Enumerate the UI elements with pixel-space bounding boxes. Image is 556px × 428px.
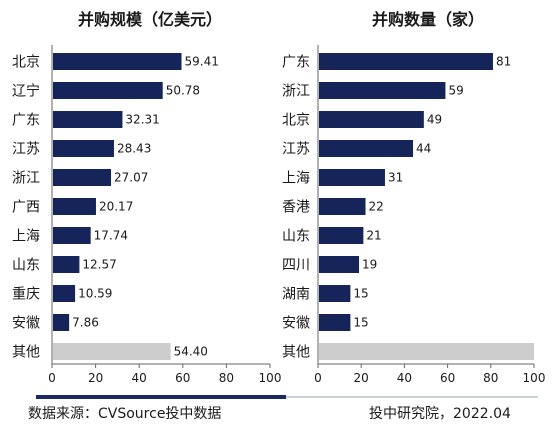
left-x-tick-label: 80 (219, 371, 234, 385)
left-value-label: 12.57 (82, 258, 116, 272)
right-bar (319, 198, 366, 215)
left-category-label: 广东 (12, 113, 40, 129)
right-value-label: 44 (416, 142, 431, 156)
right-value-label: 49 (427, 113, 442, 127)
right-bar (319, 285, 351, 302)
right-value-label: 59 (448, 84, 463, 98)
left-bar (53, 256, 80, 273)
left-value-label: 17.74 (94, 229, 128, 243)
left-value-label: 10.59 (78, 287, 112, 301)
left-category-label: 上海 (12, 229, 40, 245)
left-value-label: 20.17 (99, 200, 133, 214)
left-x-tick-label: 100 (259, 371, 282, 385)
right-bar (319, 53, 493, 70)
left-category-label: 北京 (12, 55, 40, 71)
right-chart-title: 并购数量（家） (371, 10, 484, 29)
right-value-label: 15 (353, 287, 368, 301)
right-x-tick-label: 0 (314, 371, 322, 385)
left-bar (53, 169, 112, 186)
source-note: 数据来源：CVSource投中数据 (28, 406, 222, 422)
left-bar (53, 111, 123, 128)
right-category-label: 香港 (282, 200, 310, 216)
right-bar (319, 140, 414, 157)
credit-note: 投中研究院，2022.04 (369, 406, 511, 422)
right-bar (319, 169, 385, 186)
left-bar (53, 227, 91, 244)
right-bar (319, 343, 534, 360)
right-x-tick-label: 100 (523, 371, 546, 385)
left-bar (53, 82, 163, 99)
right-category-label: 安徽 (282, 316, 310, 332)
right-category-label: 湖南 (282, 287, 310, 303)
right-bar (319, 227, 364, 244)
right-category-label: 上海 (282, 171, 310, 187)
right-x-tick-label: 60 (440, 371, 455, 385)
left-category-label: 其他 (12, 345, 40, 361)
right-x-tick-label: 80 (483, 371, 498, 385)
left-value-label: 28.43 (117, 142, 151, 156)
left-category-label: 浙江 (12, 171, 40, 187)
right-value-label: 15 (353, 316, 368, 330)
left-value-label: 50.78 (166, 84, 200, 98)
left-bar (53, 285, 76, 302)
left-value-label: 54.40 (174, 345, 208, 359)
left-bar (53, 314, 70, 331)
right-value-label: 22 (369, 200, 384, 214)
right-value-label: 31 (388, 171, 403, 185)
left-chart-title: 并购规模（亿美元） (77, 10, 222, 29)
left-value-label: 27.07 (114, 171, 148, 185)
right-bar (319, 82, 446, 99)
left-x-tick-label: 60 (175, 371, 190, 385)
left-x-tick-label: 20 (88, 371, 103, 385)
left-value-label: 7.86 (72, 316, 99, 330)
left-category-label: 安徽 (12, 316, 40, 332)
left-x-tick-label: 40 (132, 371, 147, 385)
left-category-label: 重庆 (12, 287, 40, 303)
left-x-tick-label: 0 (48, 371, 56, 385)
left-category-label: 广西 (12, 200, 40, 216)
left-value-label: 59.41 (185, 55, 219, 69)
right-category-label: 北京 (282, 113, 310, 129)
right-value-label: 81 (496, 55, 511, 69)
right-x-tick-label: 40 (397, 371, 412, 385)
right-category-label: 四川 (282, 258, 310, 274)
right-category-label: 浙江 (282, 84, 310, 100)
left-bar (53, 198, 96, 215)
left-bar (53, 140, 114, 157)
left-category-label: 江苏 (12, 142, 40, 158)
right-category-label: 江苏 (282, 142, 310, 158)
right-category-label: 广东 (282, 55, 310, 71)
left-value-label: 32.31 (125, 113, 159, 127)
right-category-label: 山东 (282, 229, 310, 245)
right-bar (319, 256, 360, 273)
footer-divider (36, 396, 538, 398)
right-bar (319, 111, 424, 128)
left-bar (53, 53, 182, 70)
footer-divider-accent (36, 395, 286, 399)
right-value-label: 19 (362, 258, 377, 272)
right-value-label: 21 (366, 229, 381, 243)
left-bar (53, 343, 171, 360)
left-category-label: 辽宁 (12, 83, 40, 100)
right-bar (319, 314, 351, 331)
right-x-tick-label: 20 (354, 371, 369, 385)
left-category-label: 山东 (12, 258, 40, 274)
right-category-label: 其他 (282, 345, 310, 361)
